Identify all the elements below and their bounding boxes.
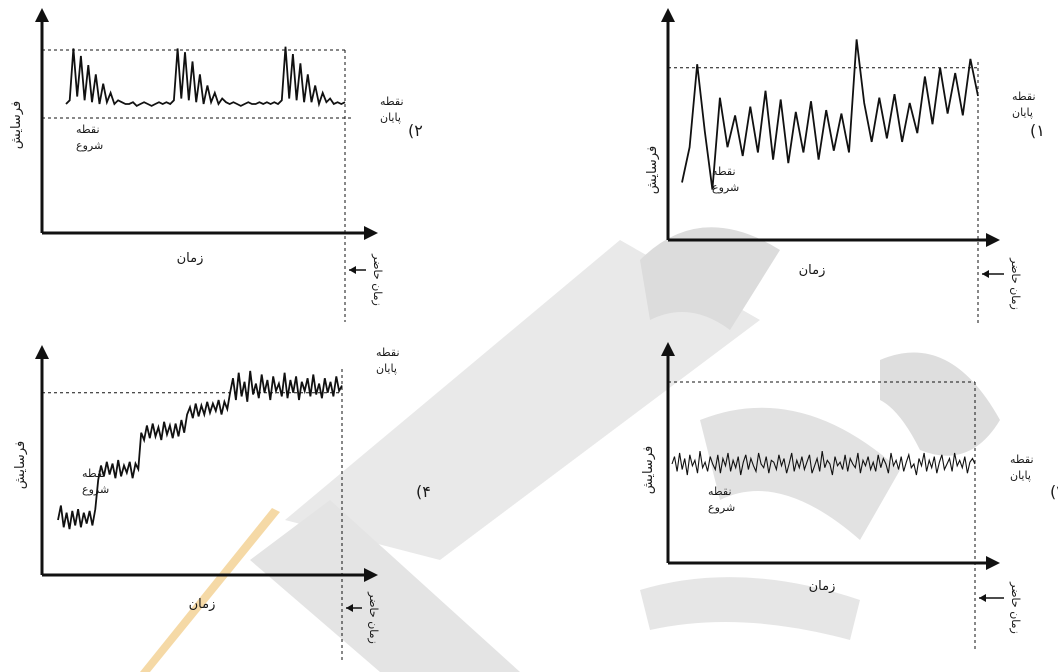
present-time-label: زمان حاضر: [367, 591, 380, 644]
chart-panel-3: ۳) نقطه پایان نقطه شروع زمان فرسایش زمان حاضر: [641, 342, 1058, 650]
start-point-label-line1: نقطه: [708, 485, 732, 498]
y-axis-arrow-icon: [661, 342, 675, 356]
series-line: [65, 46, 346, 108]
x-axis-label: زمان: [177, 251, 204, 266]
y-axis-label: فرسایش: [13, 441, 28, 489]
start-point-label-line2: شروع: [76, 139, 103, 152]
panel-number: ۱): [1030, 121, 1045, 140]
start-point-label-line1: نقطه: [76, 123, 100, 136]
end-point-label-line1: نقطه: [380, 95, 404, 108]
end-point-label-line1: نقطه: [1012, 90, 1036, 103]
x-axis-arrow-icon: [986, 233, 1000, 247]
x-axis-label: زمان: [809, 579, 836, 594]
series-line: [671, 451, 976, 476]
panel-number: ۳): [1050, 482, 1058, 501]
chart-panel-4: ۴) نقطه پایان نقطه شروع زمان فرسایش زمان حاضر: [13, 345, 431, 660]
end-point-label-line2: پایان: [1012, 106, 1033, 119]
panel-number: ۲): [408, 121, 423, 140]
present-time-label: زمان حاضر: [1009, 581, 1022, 634]
present-time-label: زمان حاضر: [1009, 257, 1022, 310]
series-line: [57, 370, 343, 530]
end-point-label-line2: پایان: [376, 362, 397, 375]
start-point-label-line1: نقطه: [712, 165, 736, 178]
start-point-label-line2: شروع: [712, 181, 739, 194]
chart-panel-2: ۲) نقطه پایان نقطه شروع زمان فرسایش زمان حاضر: [9, 8, 423, 322]
chart-panel-1: ۱) نقطه پایان نقطه شروع زمان فرسایش زمان حاضر: [645, 8, 1045, 326]
start-point-label-line1: نقطه: [82, 467, 106, 480]
present-arrow-icon: [979, 594, 986, 602]
end-point-label-line1: نقطه: [376, 346, 400, 359]
series-line: [681, 39, 979, 190]
x-axis-arrow-icon: [364, 568, 378, 582]
x-axis-label: زمان: [189, 597, 216, 612]
x-axis-arrow-icon: [364, 226, 378, 240]
end-point-label-line2: پایان: [380, 111, 401, 124]
x-axis-arrow-icon: [986, 556, 1000, 570]
end-point-label-line1: نقطه: [1010, 453, 1034, 466]
y-axis-label: فرسایش: [9, 101, 24, 149]
present-arrow-icon: [346, 604, 353, 612]
present-arrow-icon: [982, 270, 989, 278]
start-point-label-line2: شروع: [82, 483, 109, 496]
y-axis-label: فرسایش: [641, 446, 656, 494]
present-arrow-icon: [349, 266, 356, 274]
y-axis-arrow-icon: [661, 8, 675, 22]
start-point-label-line2: شروع: [708, 501, 735, 514]
watermark: [140, 227, 1000, 672]
present-time-label: زمان حاضر: [371, 253, 384, 306]
end-point-label-line2: پایان: [1010, 469, 1031, 482]
panel-number: ۴): [416, 482, 431, 501]
y-axis-arrow-icon: [35, 345, 49, 359]
x-axis-label: زمان: [799, 263, 826, 278]
y-axis-arrow-icon: [35, 8, 49, 22]
y-axis-label: فرسایش: [645, 146, 660, 194]
